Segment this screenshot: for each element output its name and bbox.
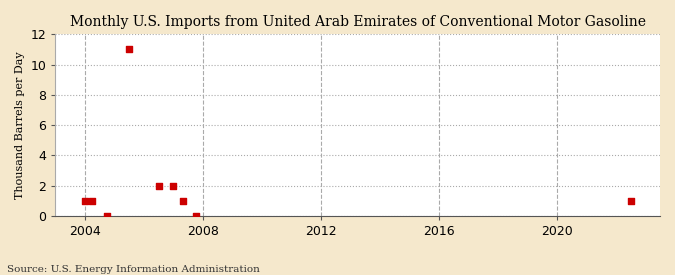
Point — [190, 214, 201, 218]
Y-axis label: Thousand Barrels per Day: Thousand Barrels per Day — [15, 51, 25, 199]
Text: Source: U.S. Energy Information Administration: Source: U.S. Energy Information Administ… — [7, 265, 260, 274]
Point — [168, 183, 179, 188]
Point — [625, 199, 636, 203]
Point — [124, 47, 134, 52]
Point — [102, 214, 113, 218]
Point — [87, 199, 98, 203]
Title: Monthly U.S. Imports from United Arab Emirates of Conventional Motor Gasoline: Monthly U.S. Imports from United Arab Em… — [70, 15, 646, 29]
Point — [153, 183, 164, 188]
Point — [178, 199, 188, 203]
Point — [80, 199, 90, 203]
